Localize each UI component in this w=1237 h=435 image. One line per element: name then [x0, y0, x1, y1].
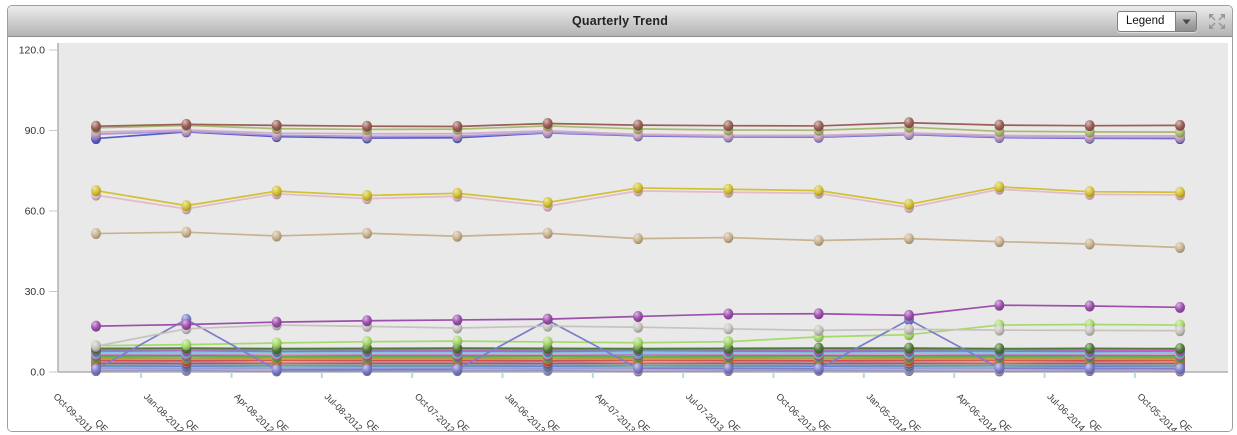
svg-text:QE: QE [455, 418, 472, 432]
svg-text:Oct-07-2012: Oct-07-2012 [413, 391, 457, 432]
legend-dropdown-label: Legend [1126, 15, 1165, 27]
chart-title: Quarterly Trend [571, 14, 669, 28]
svg-text:Oct-06-2013: Oct-06-2013 [774, 391, 818, 432]
svg-text:QE: QE [997, 418, 1014, 432]
svg-text:QE: QE [726, 418, 743, 432]
svg-text:QE: QE [906, 418, 923, 432]
expand-button[interactable] [1207, 13, 1227, 30]
svg-text:30.0: 30.0 [25, 286, 46, 298]
svg-text:QE: QE [364, 418, 381, 432]
svg-text:Oct-05-2014: Oct-05-2014 [1136, 391, 1180, 432]
chart-header: Quarterly Trend Legend [8, 6, 1232, 37]
svg-text:QE: QE [1087, 418, 1104, 432]
svg-text:QE: QE [274, 418, 291, 432]
svg-text:QE: QE [545, 418, 562, 432]
svg-text:Jul-07-2013: Jul-07-2013 [684, 391, 726, 432]
svg-text:QE: QE [93, 418, 110, 432]
svg-text:Apr-08-2012: Apr-08-2012 [232, 391, 276, 432]
legend-dropdown-button[interactable] [1175, 12, 1196, 31]
svg-text:Oct-09-2011: Oct-09-2011 [52, 391, 95, 432]
svg-text:Apr-06-2014: Apr-06-2014 [955, 391, 999, 432]
svg-text:QE: QE [184, 418, 201, 432]
svg-text:60.0: 60.0 [25, 206, 46, 218]
svg-text:120.0: 120.0 [19, 45, 45, 57]
chevron-down-icon [1182, 19, 1190, 24]
svg-text:Jan-06-2013: Jan-06-2013 [503, 391, 547, 432]
svg-text:Jan-08-2012: Jan-08-2012 [142, 391, 186, 432]
svg-text:Jul-06-2014: Jul-06-2014 [1045, 391, 1087, 432]
svg-text:QE: QE [1177, 418, 1194, 432]
svg-text:QE: QE [635, 418, 652, 432]
svg-text:Jul-08-2012: Jul-08-2012 [323, 391, 365, 432]
svg-text:Apr-07-2013: Apr-07-2013 [594, 391, 638, 432]
svg-text:Jan-05-2014: Jan-05-2014 [865, 391, 909, 432]
expand-arrows-icon [1209, 14, 1225, 29]
chart-area: 0.0 30.0 60.0 90.0 120.0 Oct-09-2011 QE Jan-08-… [8, 38, 1232, 432]
svg-text:90.0: 90.0 [25, 125, 46, 137]
legend-dropdown[interactable]: Legend [1117, 11, 1197, 32]
chart-widget-panel: Quarterly Trend Legend [7, 5, 1233, 432]
svg-text:0.0: 0.0 [30, 367, 45, 379]
svg-text:QE: QE [816, 418, 833, 432]
